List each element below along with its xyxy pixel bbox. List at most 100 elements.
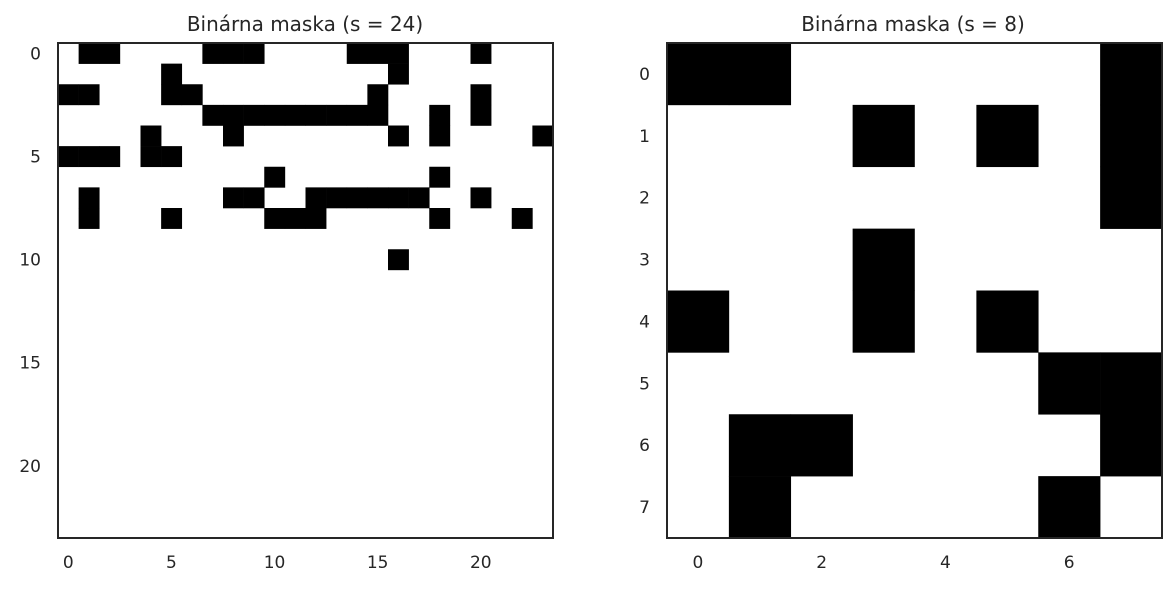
heatmap-cell bbox=[181, 84, 203, 106]
heatmap-cell bbox=[140, 146, 162, 168]
y-tick-label: 10 bbox=[19, 251, 41, 271]
heatmap-cell bbox=[976, 290, 1039, 353]
y-tick-label: 7 bbox=[639, 498, 650, 518]
x-tick-label: 0 bbox=[693, 553, 704, 573]
heatmap-cell bbox=[78, 146, 100, 168]
y-tick-label: 20 bbox=[19, 457, 41, 477]
heatmap-cells-right bbox=[667, 43, 1163, 539]
x-tick-labels-left: 0 5 10 15 20 bbox=[63, 553, 492, 573]
heatmap-cell bbox=[264, 166, 286, 188]
heatmap-cell bbox=[58, 84, 79, 106]
x-tick-label: 15 bbox=[367, 553, 389, 573]
heatmap-cell bbox=[852, 290, 915, 353]
heatmap-cell bbox=[976, 104, 1039, 168]
heatmap-cell bbox=[202, 104, 224, 126]
heatmap-cell bbox=[346, 187, 368, 209]
y-tick-label: 1 bbox=[639, 127, 650, 147]
heatmap-cell bbox=[58, 146, 79, 168]
heatmap-cell bbox=[470, 104, 492, 126]
heatmap-cell bbox=[790, 414, 853, 477]
heatmap-cells-left bbox=[58, 43, 554, 538]
heatmap-cell bbox=[429, 104, 451, 126]
y-tick-label: 15 bbox=[19, 354, 41, 374]
heatmap-cell bbox=[367, 187, 389, 209]
heatmap-cell bbox=[264, 104, 286, 126]
heatmap-cell bbox=[388, 187, 409, 209]
y-tick-label: 3 bbox=[639, 251, 650, 271]
heatmap-cell bbox=[78, 84, 100, 106]
x-tick-label: 6 bbox=[1064, 553, 1075, 573]
heatmap-cell bbox=[470, 43, 492, 64]
heatmap-cell bbox=[470, 84, 492, 106]
heatmap-cell bbox=[140, 125, 162, 147]
heatmap-cell bbox=[99, 146, 121, 168]
heatmap-cell bbox=[78, 43, 100, 64]
heatmap-cell bbox=[367, 43, 389, 64]
heatmap-cell bbox=[326, 104, 348, 126]
heatmap-cell bbox=[243, 43, 265, 64]
heatmap-cell bbox=[1038, 352, 1101, 415]
chart-title-right: Binárna maska (s = 8) bbox=[801, 12, 1025, 36]
heatmap-cell bbox=[511, 208, 533, 229]
heatmap-cell bbox=[852, 104, 915, 168]
heatmap-cell bbox=[223, 43, 244, 64]
heatmap-cell bbox=[161, 146, 183, 168]
heatmap-cell bbox=[1100, 166, 1163, 229]
x-tick-label: 10 bbox=[264, 553, 286, 573]
heatmap-cell bbox=[388, 63, 409, 85]
heatmap-cell bbox=[243, 104, 265, 126]
heatmap-cell bbox=[223, 104, 244, 126]
heatmap-cell bbox=[728, 414, 792, 477]
heatmap-cell bbox=[78, 208, 100, 229]
heatmap-cell bbox=[367, 104, 389, 126]
heatmap-cell bbox=[667, 290, 730, 353]
y-tick-label: 6 bbox=[639, 436, 650, 456]
plot-frame-left bbox=[57, 42, 554, 539]
heatmap-panel-right: Binárna maska (s = 8) 0 2 4 6 0 1 2 3 4 5 6 7 bbox=[639, 12, 1163, 573]
y-tick-label: 5 bbox=[639, 374, 650, 394]
heatmap-cell bbox=[1100, 104, 1163, 168]
heatmap-cell bbox=[326, 187, 348, 209]
heatmap-cell bbox=[346, 104, 368, 126]
x-tick-labels-right: 0 2 4 6 bbox=[693, 553, 1075, 573]
heatmap-cell bbox=[728, 43, 792, 106]
heatmap-cell bbox=[1100, 414, 1163, 477]
heatmap-cell bbox=[728, 476, 792, 539]
heatmap-cell bbox=[223, 187, 244, 209]
x-tick-label: 20 bbox=[470, 553, 492, 573]
y-tick-labels-left: 0 5 10 15 20 bbox=[19, 44, 41, 477]
heatmap-cell bbox=[305, 208, 327, 229]
x-tick-label: 4 bbox=[940, 553, 951, 573]
heatmap-cell bbox=[388, 125, 409, 147]
y-tick-label: 5 bbox=[30, 147, 41, 167]
heatmap-cell bbox=[161, 63, 183, 85]
x-tick-label: 5 bbox=[166, 553, 177, 573]
y-tick-label: 0 bbox=[30, 44, 41, 64]
y-tick-labels-right: 0 1 2 3 4 5 6 7 bbox=[639, 65, 650, 518]
y-tick-label: 0 bbox=[639, 65, 650, 85]
heatmap-cell bbox=[852, 228, 915, 291]
heatmap-cell bbox=[305, 187, 327, 209]
heatmap-cell bbox=[305, 104, 327, 126]
heatmap-cell bbox=[667, 43, 730, 106]
heatmap-cell bbox=[161, 208, 183, 229]
heatmap-cell bbox=[78, 187, 100, 209]
heatmap-cell bbox=[388, 249, 409, 271]
heatmap-cell bbox=[408, 187, 430, 209]
heatmap-cell bbox=[388, 43, 409, 64]
heatmap-panel-left: Binárna maska (s = 24) 0 5 10 15 20 0 5 10 15 20 bbox=[19, 12, 554, 573]
heatmap-cell bbox=[161, 84, 183, 106]
heatmap-cell bbox=[1100, 352, 1163, 415]
heatmap-cell bbox=[532, 125, 554, 147]
heatmap-cell bbox=[99, 43, 121, 64]
heatmap-cell bbox=[429, 208, 451, 229]
heatmap-cell bbox=[284, 104, 306, 126]
heatmap-cell bbox=[429, 125, 451, 147]
y-tick-label: 2 bbox=[639, 189, 650, 209]
heatmap-cell bbox=[429, 166, 451, 188]
heatmap-cell bbox=[1100, 43, 1163, 106]
heatmap-cell bbox=[264, 208, 286, 229]
heatmap-cell bbox=[367, 84, 389, 106]
plot-frame-right bbox=[666, 42, 1163, 539]
